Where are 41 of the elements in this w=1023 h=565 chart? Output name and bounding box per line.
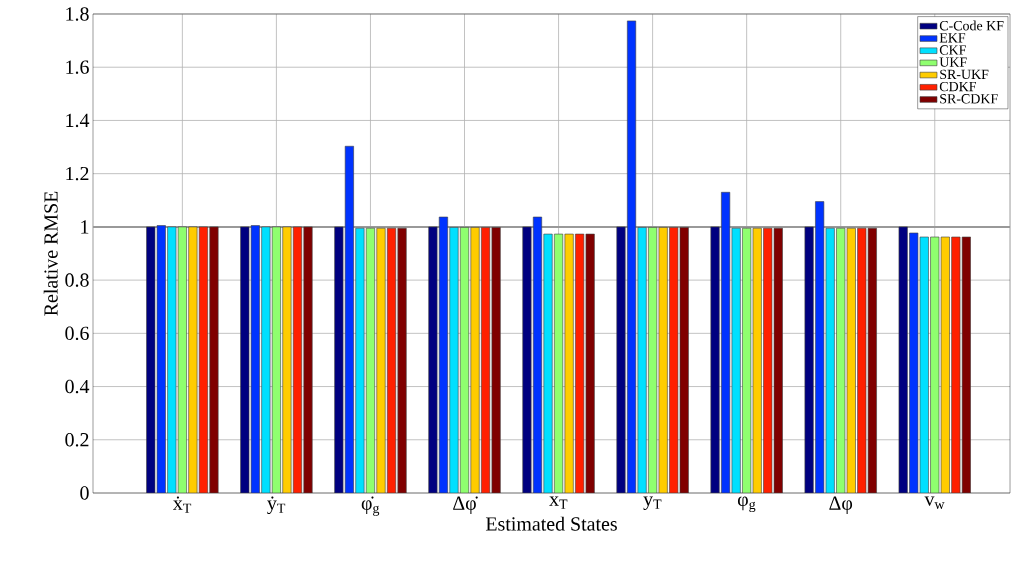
bar — [637, 227, 647, 493]
y-tick-label: 0.6 — [65, 326, 89, 341]
bar — [543, 233, 553, 493]
y-tick-label: 1 — [81, 220, 89, 234]
legend-label: SR-CDKF — [940, 94, 998, 104]
bar — [470, 227, 480, 493]
x-tick-label: v$_{w}$ — [924, 496, 945, 509]
legend-label: C-Code KF — [939, 20, 1004, 31]
x-tick-label: φ̇$_{g}$ — [361, 496, 380, 516]
y-tick-label: 0 — [80, 486, 89, 500]
x-tick-label: y$_{T}$ — [643, 496, 662, 510]
bar — [449, 227, 459, 493]
bar — [282, 226, 292, 493]
legend-label: CKF — [939, 45, 966, 55]
legend-label: SR-UKF — [940, 69, 989, 80]
x-tick-label: Δφ — [829, 496, 853, 514]
bar — [710, 226, 720, 493]
bar — [303, 226, 313, 493]
x-tick-label: φ$_{g}$ — [737, 496, 756, 513]
legend-label: UKF — [939, 57, 967, 67]
legend-label: EKF — [939, 33, 966, 43]
x-axis-title: Estimated States — [485, 516, 617, 531]
y-tick-label: 1.6 — [66, 60, 89, 74]
y-axis-title: Relative RMSE — [43, 191, 58, 316]
y-tick-label: 1.4 — [66, 113, 90, 128]
x-tick-label: x$_{T}$ — [549, 496, 568, 509]
bar — [616, 226, 626, 493]
bar — [355, 227, 365, 493]
x-tick-label: Δφ̇ — [453, 496, 478, 514]
bar — [522, 226, 532, 493]
bar — [397, 227, 407, 493]
y-tick-label: 1.8 — [66, 7, 89, 21]
bar — [376, 227, 386, 493]
bar — [209, 226, 219, 493]
y-tick-label: 1.2 — [66, 166, 89, 181]
y-tick-label: 0.8 — [65, 273, 89, 287]
y-tick-label: 0.4 — [65, 379, 90, 394]
x-tick-label: ẋ$_{T}$ — [173, 496, 192, 513]
y-tick-label: 0.2 — [65, 433, 89, 447]
x-tick-label: ẏ$_{T}$ — [267, 496, 286, 515]
legend-label: CDKF — [939, 81, 976, 92]
